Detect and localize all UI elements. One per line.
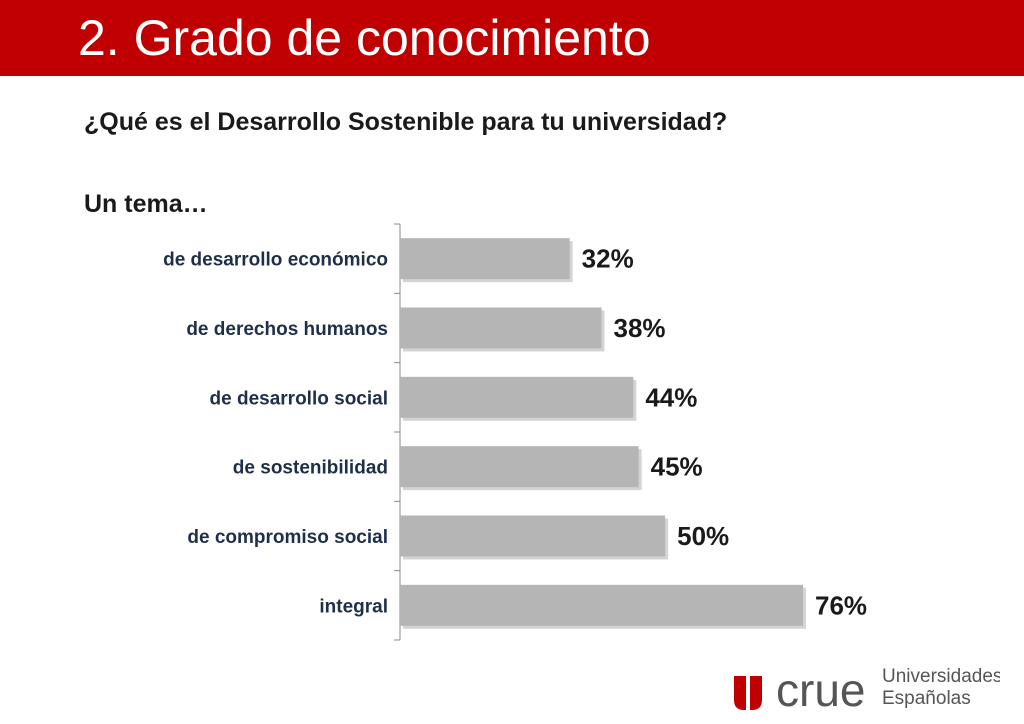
value-label: 76%: [815, 590, 867, 620]
survey-question: ¿Qué es el Desarrollo Sostenible para tu…: [84, 108, 728, 136]
category-label: de desarrollo económico: [163, 250, 388, 271]
category-label: de compromiso social: [187, 527, 388, 548]
title-bar: 2. Grado de conocimiento: [0, 0, 1024, 76]
crue-logo: crue Universidades Españolas: [734, 664, 1000, 716]
bar: [400, 584, 803, 626]
bar: [400, 238, 570, 280]
value-label: 32%: [582, 244, 634, 274]
value-label: 45%: [651, 452, 703, 482]
bar: [400, 446, 639, 488]
chart-lead-text: Un tema…: [84, 190, 208, 218]
logo-brand-text: crue: [776, 664, 865, 716]
bar: [400, 307, 602, 349]
value-label: 44%: [645, 382, 697, 412]
value-label: 50%: [677, 521, 729, 551]
category-label: de sostenibilidad: [233, 458, 388, 479]
logo-line1: Universidades: [882, 666, 1000, 687]
page-title: 2. Grado de conocimiento: [78, 10, 651, 66]
category-label: de derechos humanos: [186, 319, 388, 340]
value-label: 38%: [614, 313, 666, 343]
crue-emblem-icon: [734, 676, 762, 710]
bar: [400, 515, 666, 557]
category-label: de desarrollo social: [210, 388, 388, 409]
bar: [400, 376, 634, 418]
category-label: integral: [319, 596, 388, 617]
logo-line2: Españolas: [882, 688, 971, 709]
